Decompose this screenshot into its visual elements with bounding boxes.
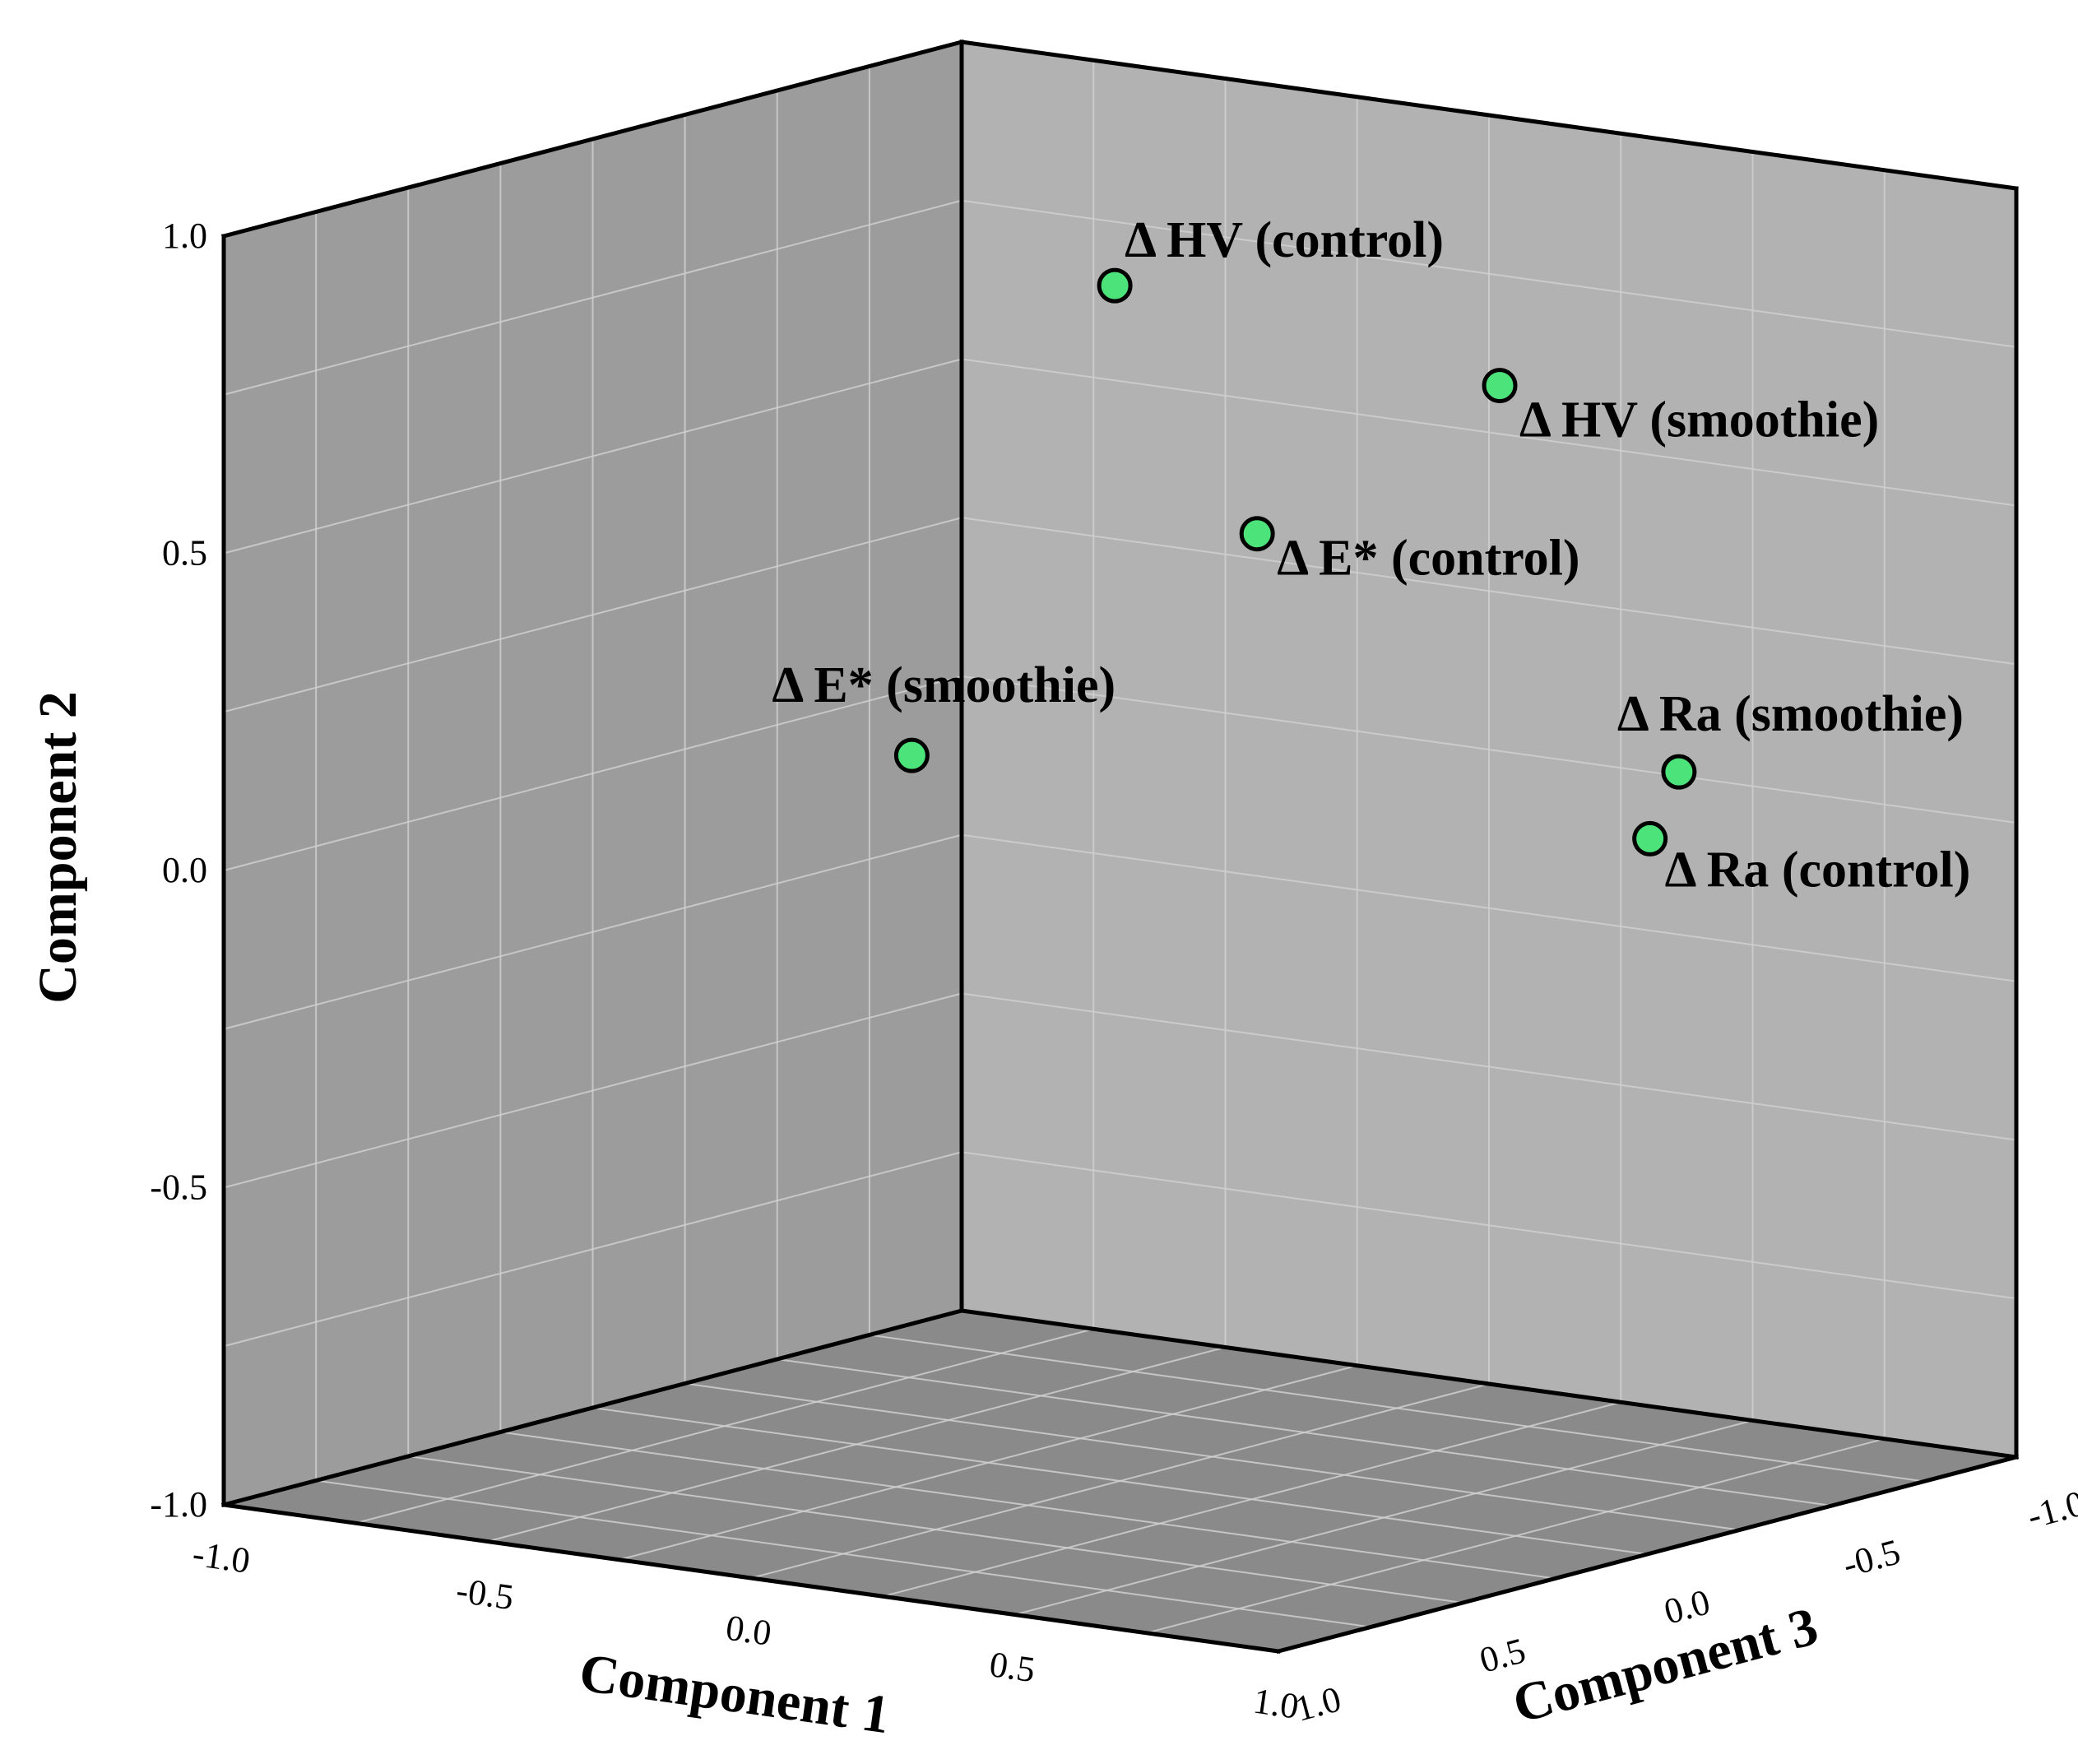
data-point — [1661, 754, 1697, 790]
frame-edge — [959, 1308, 2019, 1460]
grid-line — [961, 358, 2017, 507]
z-axis-title: Component 3 — [1507, 1596, 1825, 1735]
grid-line — [223, 199, 962, 396]
grid-line — [223, 517, 962, 713]
x-tick-label: -0.5 — [454, 1570, 517, 1618]
y-tick-label: 1.0 — [162, 216, 207, 256]
grid-line — [961, 675, 2017, 824]
z-tick-label: -1.0 — [2023, 1483, 2078, 1536]
point-label: Δ E* (control) — [1277, 531, 1579, 587]
frame-edge — [220, 39, 965, 239]
chart-grid — [223, 60, 2017, 1634]
y-tick-label: 0.0 — [162, 850, 207, 890]
x-tick-label: 0.5 — [987, 1644, 1037, 1690]
chart-frame — [220, 39, 2020, 1655]
y-tick-label: -1.0 — [150, 1484, 207, 1525]
point-label: Δ HV (smoothie) — [1519, 392, 1879, 448]
data-point — [1632, 820, 1668, 856]
x-tick-label: 0.0 — [723, 1608, 773, 1654]
grid-line — [592, 1407, 1648, 1555]
z-tick-label: -0.5 — [1839, 1531, 1904, 1585]
data-point — [1239, 516, 1275, 552]
point-label: Δ E* (smoothie) — [772, 657, 1116, 713]
x-axis-title: Component 1 — [576, 1642, 893, 1745]
x-tick-label: -1.0 — [190, 1534, 253, 1581]
point-label: Δ Ra (control) — [1665, 842, 1971, 898]
grid-line — [223, 675, 962, 871]
grid-line — [223, 358, 962, 555]
frame-edge — [221, 1502, 1281, 1654]
frame-edge — [1275, 1454, 2020, 1655]
grid-line — [961, 517, 2017, 666]
grid-line — [961, 199, 2017, 348]
point-label: Δ HV (control) — [1125, 212, 1444, 268]
grid-line — [882, 1401, 1621, 1598]
chart-point-labels: Δ HV (control) Δ HV (smoothie) Δ E* (contr… — [772, 212, 1970, 898]
grid-line — [1146, 1437, 1886, 1634]
data-point — [1097, 267, 1133, 304]
data-point — [1482, 368, 1518, 404]
grid-line — [1014, 1419, 1753, 1616]
y-tick-label: -0.5 — [150, 1167, 207, 1208]
point-label: Δ Ra (smoothie) — [1617, 686, 1964, 742]
grid-line — [869, 1334, 1925, 1483]
frame-edge — [220, 1307, 965, 1508]
y-axis-title: Component 2 — [28, 691, 88, 1004]
grid-line — [684, 1382, 1740, 1531]
frame-edge — [959, 39, 2019, 191]
chart-points — [893, 267, 1697, 856]
data-point — [893, 737, 930, 773]
x-tick-label: 1.0 — [1250, 1681, 1301, 1727]
y-tick-label: 0.5 — [162, 533, 207, 573]
grid-line — [777, 1358, 1832, 1506]
